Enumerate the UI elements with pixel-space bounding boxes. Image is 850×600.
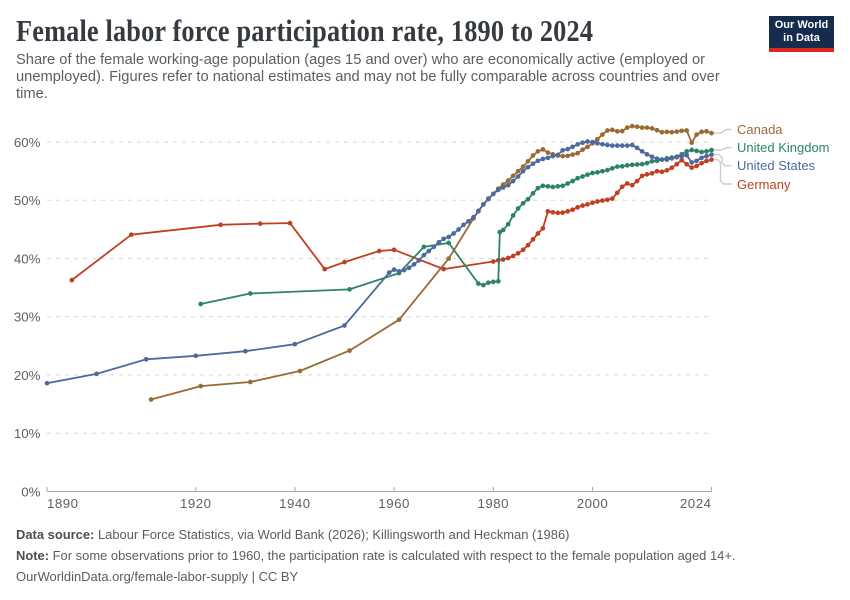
svg-text:1980: 1980 bbox=[478, 496, 510, 511]
svg-text:1960: 1960 bbox=[378, 496, 410, 511]
svg-text:10%: 10% bbox=[14, 426, 41, 441]
svg-text:1920: 1920 bbox=[180, 496, 212, 511]
svg-text:2024: 2024 bbox=[680, 496, 712, 511]
svg-text:40%: 40% bbox=[14, 251, 41, 266]
svg-text:50%: 50% bbox=[14, 193, 41, 208]
svg-text:0%: 0% bbox=[21, 484, 40, 499]
svg-text:2000: 2000 bbox=[577, 496, 609, 511]
svg-text:20%: 20% bbox=[14, 368, 41, 383]
svg-text:60%: 60% bbox=[14, 135, 41, 150]
svg-text:1890: 1890 bbox=[47, 496, 79, 511]
svg-text:30%: 30% bbox=[14, 310, 41, 325]
svg-text:1940: 1940 bbox=[279, 496, 311, 511]
